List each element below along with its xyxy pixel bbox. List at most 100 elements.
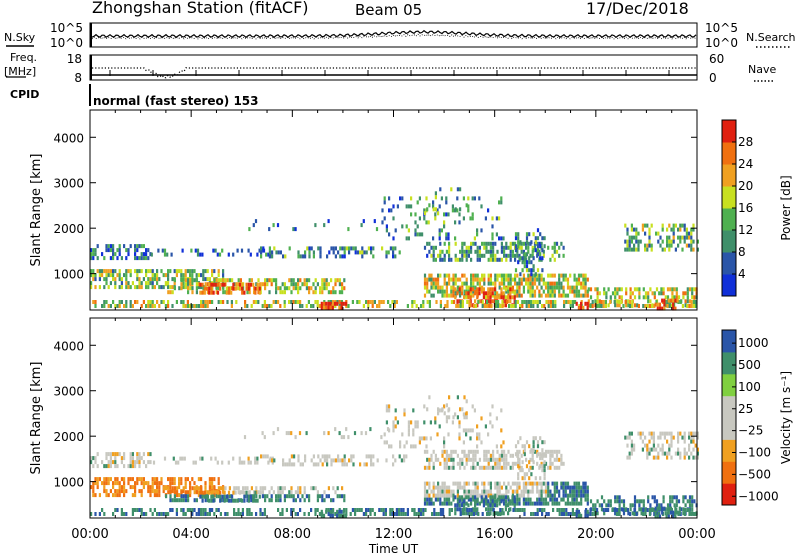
velocity-cell: [182, 489, 185, 494]
velocity-cell: [671, 499, 674, 504]
power-cell: [628, 235, 631, 240]
power-cell: [604, 300, 607, 304]
power-cell: [187, 286, 190, 291]
velocity-cell: [246, 508, 249, 512]
power-cell: [575, 293, 578, 298]
velocity-cell: [428, 465, 431, 470]
velocity-cell: [332, 486, 335, 491]
velocity-cell: [297, 490, 300, 495]
power-cell: [381, 246, 384, 251]
velocity-cell: [543, 508, 546, 512]
power-cell: [112, 269, 115, 274]
velocity-cell: [96, 452, 99, 457]
velocity-cell: [639, 431, 642, 436]
velocity-cell: [465, 489, 468, 494]
velocity-cell: [549, 497, 552, 502]
velocity-cell: [129, 456, 132, 461]
velocity-cell: [532, 436, 535, 441]
velocity-cell: [688, 503, 692, 508]
power-cell: [500, 295, 503, 300]
velocity-cell: [644, 512, 647, 516]
power-cell: [517, 240, 520, 245]
power-cell: [536, 285, 539, 290]
velocity-cell: [532, 460, 535, 465]
velocity-cell: [332, 498, 335, 503]
velocity-cell: [584, 513, 587, 518]
velocity-cell: [342, 509, 345, 514]
power-cell: [478, 287, 481, 292]
velocity-cell: [496, 499, 499, 504]
velocity-cell: [290, 454, 293, 459]
power-cell: [693, 295, 696, 300]
power-cell: [443, 273, 446, 278]
velocity-cell: [472, 489, 475, 494]
velocity-cell: [545, 512, 548, 516]
velocity-cell: [509, 507, 512, 512]
power-cell: [445, 249, 448, 254]
power-cell: [455, 304, 458, 308]
power-cell: [489, 299, 492, 304]
power-colorbar-label: 12: [738, 223, 753, 237]
power-cell: [648, 304, 651, 308]
velocity-cell: [325, 509, 328, 514]
power-cell: [158, 285, 161, 290]
power-cell: [180, 300, 183, 304]
power-cell: [467, 249, 470, 254]
velocity-cell: [496, 503, 499, 508]
power-cell: [441, 289, 444, 294]
power-cell: [582, 293, 585, 298]
velocity-cell: [558, 512, 561, 516]
velocity-cell: [423, 485, 427, 490]
power-cell: [543, 236, 546, 241]
power-cell: [503, 245, 506, 250]
velocity-cell: [538, 497, 541, 502]
power-cell: [145, 256, 148, 261]
power-cell: [267, 252, 270, 257]
power-cell: [459, 257, 462, 262]
power-cell: [518, 281, 521, 286]
power-cell: [659, 243, 662, 248]
power-cell: [684, 303, 687, 308]
velocity-cell: [543, 476, 546, 481]
power-cell: [582, 273, 585, 278]
velocity-cell: [467, 489, 470, 494]
power-cell: [476, 249, 479, 254]
power-cell: [482, 295, 485, 300]
velocity-cell: [461, 508, 464, 512]
velocity-cell: [577, 489, 581, 494]
velocity-cell: [140, 456, 143, 461]
power-cell: [459, 293, 462, 298]
velocity-cell: [638, 503, 641, 508]
power-cell: [332, 290, 335, 295]
power-cell: [666, 243, 669, 248]
velocity-cell: [485, 489, 488, 494]
velocity-cell: [659, 435, 662, 440]
power-cell: [513, 291, 516, 296]
power-cell: [551, 293, 554, 298]
power-cell: [314, 223, 317, 228]
power-cell: [114, 281, 117, 286]
power-cell: [636, 287, 639, 292]
power-cell: [92, 248, 95, 253]
power-cell: [297, 286, 300, 291]
velocity-cell: [441, 453, 444, 458]
power-cell: [452, 289, 455, 294]
power-cell: [454, 273, 457, 278]
velocity-cell: [370, 458, 373, 463]
velocity-cell: [616, 499, 619, 504]
power-cell: [497, 304, 500, 308]
power-cell: [160, 285, 163, 290]
velocity-cell: [90, 512, 93, 516]
power-cell: [443, 224, 446, 229]
velocity-cell: [219, 498, 222, 503]
velocity-cell: [138, 452, 141, 457]
velocity-cell: [344, 513, 348, 518]
power-cell: [679, 223, 682, 228]
velocity-cell: [688, 435, 691, 440]
velocity-cell: [448, 489, 451, 494]
power-cell: [332, 246, 335, 251]
velocity-cell: [149, 489, 152, 494]
velocity-cell: [363, 462, 366, 467]
power-cell: [525, 252, 529, 257]
power-cell: [212, 290, 215, 295]
